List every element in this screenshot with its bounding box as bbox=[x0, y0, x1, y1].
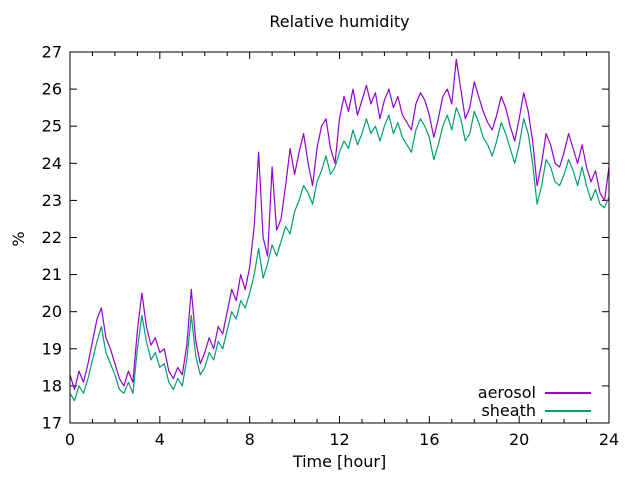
axis-ticks bbox=[69, 51, 610, 424]
legend-line-sample-sheath bbox=[545, 410, 591, 412]
x-tick-label: 20 bbox=[509, 430, 529, 449]
plot-frame bbox=[69, 51, 610, 424]
y-tick-label: 17 bbox=[42, 414, 62, 433]
y-axis-label: % bbox=[8, 231, 28, 247]
y-tick-label: 24 bbox=[42, 154, 62, 173]
y-tick-label: 18 bbox=[42, 376, 62, 395]
y-tick-label: 25 bbox=[42, 117, 62, 136]
y-tick-label: 20 bbox=[42, 302, 62, 321]
series-lines bbox=[69, 58, 610, 402]
legend-label-sheath: sheath bbox=[481, 401, 536, 420]
y-tick-label: 23 bbox=[42, 191, 62, 210]
legend: aerosol sheath bbox=[478, 384, 591, 420]
legend-line-sample-aerosol bbox=[545, 392, 591, 394]
legend-entry-aerosol: aerosol bbox=[478, 384, 591, 402]
y-tick-label: 21 bbox=[42, 265, 62, 284]
x-tick-label: 0 bbox=[65, 430, 75, 449]
y-tick-label: 19 bbox=[42, 339, 62, 358]
y-tick-label: 27 bbox=[42, 43, 62, 62]
chart-title: Relative humidity bbox=[269, 12, 410, 31]
axis-tick-labels: 17 18 19 20 21 22 23 24 25 26 27 0 4 8 12 16 20 24 bbox=[42, 43, 620, 450]
x-axis-label: Time [hour] bbox=[292, 452, 387, 471]
x-tick-label: 16 bbox=[419, 430, 439, 449]
x-tick-label: 8 bbox=[245, 430, 255, 449]
series-line-aerosol bbox=[69, 58, 610, 391]
y-tick-label: 26 bbox=[42, 80, 62, 99]
legend-entry-sheath: sheath bbox=[478, 402, 591, 420]
series-line-sheath bbox=[69, 106, 610, 402]
y-tick-label: 22 bbox=[42, 228, 62, 247]
x-tick-label: 4 bbox=[155, 430, 165, 449]
x-tick-label: 12 bbox=[329, 430, 349, 449]
x-tick-label: 24 bbox=[599, 430, 619, 449]
legend-label-aerosol: aerosol bbox=[477, 383, 536, 402]
